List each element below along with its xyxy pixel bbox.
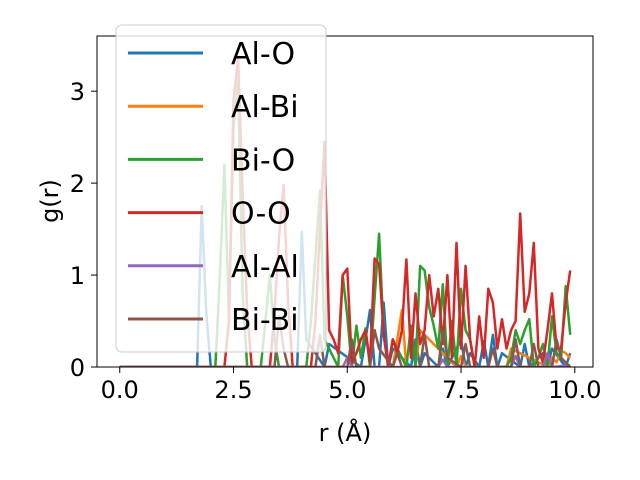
x-tick-label: 10.0 xyxy=(548,376,601,404)
plot-frame xyxy=(96,35,594,368)
x-tick-label: 0.0 xyxy=(101,376,139,404)
legend-label-bi-o: Bi-O xyxy=(231,143,295,178)
legend-label-al-bi: Al-Bi xyxy=(231,90,299,125)
legend-label-al-al: Al-Al xyxy=(231,250,299,285)
x-axis-ticks: 0.0 2.5 5.0 7.5 10.0 xyxy=(101,367,602,404)
legend-label-al-o: Al-O xyxy=(231,37,295,72)
legend-label-o-o: O-O xyxy=(231,197,291,232)
y-axis-label: g(r) xyxy=(36,179,64,223)
y-axis-ticks: 0 1 2 3 xyxy=(70,78,97,382)
x-tick-label: 2.5 xyxy=(214,376,252,404)
y-tick-label: 2 xyxy=(70,170,85,198)
x-tick-label: 7.5 xyxy=(442,376,480,404)
x-axis-label: r (Å) xyxy=(319,418,372,447)
x-tick-label: 5.0 xyxy=(328,376,366,404)
y-tick-label: 3 xyxy=(70,78,85,106)
y-tick-label: 1 xyxy=(70,262,85,290)
legend: Al-O Al-Bi Bi-O O-O Al-Al Bi-Bi xyxy=(115,24,327,353)
y-tick-label: 0 xyxy=(70,354,85,382)
legend-label-bi-bi: Bi-Bi xyxy=(231,303,299,338)
